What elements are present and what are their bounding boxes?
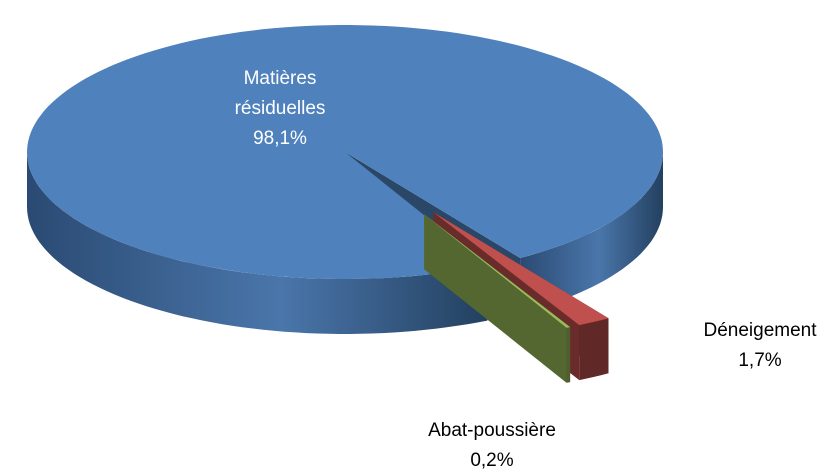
category-label: Déneigement — [703, 320, 817, 341]
slice-label: Abat-poussière 0,2% — [428, 416, 556, 472]
category-label: Abat-poussière — [428, 420, 556, 441]
slice-label: Matières résiduelles 98,1% — [215, 64, 345, 154]
value-label: 0,2% — [470, 450, 514, 471]
slice-side — [520, 152, 663, 313]
slice-wall — [424, 214, 567, 383]
slice-side — [27, 152, 488, 334]
category-label: Matières résiduelles — [234, 68, 326, 119]
slice — [27, 25, 663, 279]
slice-label: Déneigement 1,7% — [703, 316, 816, 376]
slice — [424, 214, 571, 328]
slice — [433, 212, 609, 326]
slice-side — [579, 318, 609, 381]
value-label: 98,1% — [253, 128, 307, 149]
slice-side — [566, 327, 571, 383]
value-label: 1,7% — [738, 350, 782, 371]
